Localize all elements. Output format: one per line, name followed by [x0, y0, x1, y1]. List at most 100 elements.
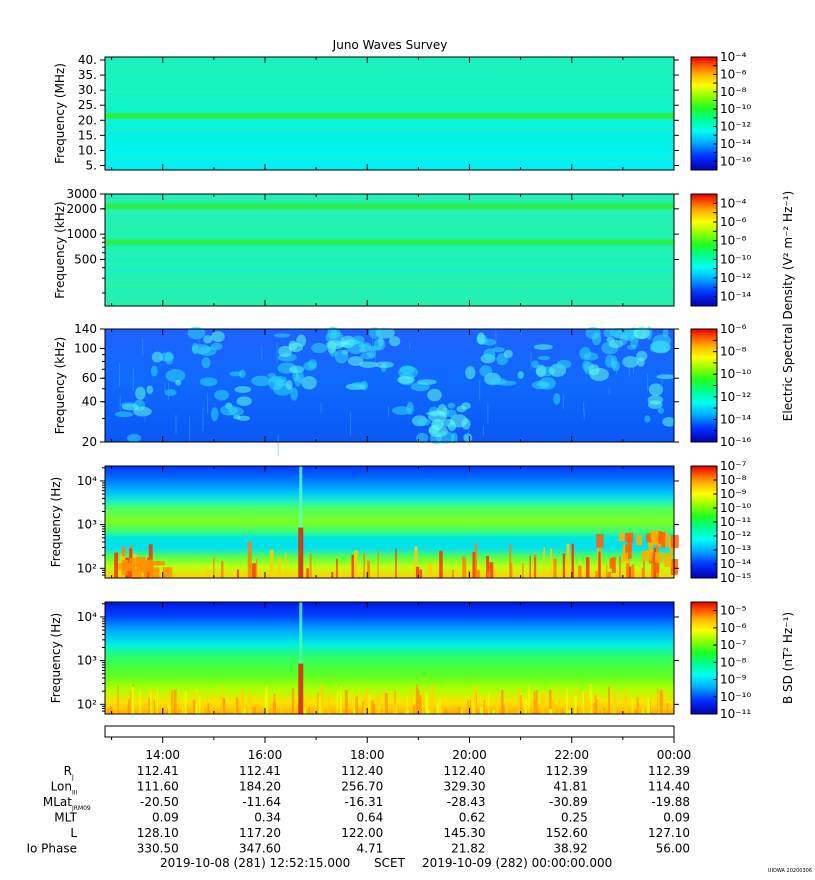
footer-end-time: 2019-10-09 (282) 00:00:00.000	[422, 856, 612, 870]
panel-frame-1	[104, 56, 675, 171]
ephemeris-label-6: Io Phase	[26, 842, 77, 856]
spectrogram-panel-4	[105, 466, 674, 578]
ephemeris-label-3: MLat	[43, 795, 72, 809]
time-tick-label-5: 22:00	[554, 748, 589, 762]
panel-frame-4	[104, 465, 675, 579]
colorbar-tick-5-2: 10⁻⁶	[720, 621, 747, 635]
ytick-label-3-2: 40	[82, 395, 97, 409]
ephemeris-value-6-4: 21.82	[451, 842, 485, 856]
ephemeris-value-5-5: 152.60	[546, 826, 588, 840]
colorbar-tick-4-2: 10⁻⁸	[720, 473, 747, 487]
ephemeris-value-6-3: 4.71	[357, 842, 384, 856]
ephemeris-value-5-6: 127.10	[648, 826, 690, 840]
ephemeris-value-2-6: 114.40	[648, 780, 690, 794]
time-axis-strip	[104, 725, 675, 738]
colorbar-tick-1-7: 10⁻¹⁶	[720, 154, 751, 168]
ephemeris-value-2-2: 184.20	[239, 780, 281, 794]
colorbar-tick-1-5: 10⁻¹²	[720, 120, 751, 134]
emission-spike-4	[299, 466, 303, 578]
ytick-label-1-7: 35.	[78, 68, 97, 82]
spectrogram-panel-2	[105, 194, 674, 306]
colorbar-tick-1-4: 10⁻¹⁰	[720, 102, 751, 116]
colorbar-tick-4-5: 10⁻¹¹	[720, 515, 751, 529]
ytick-label-1-8: 40.	[78, 53, 97, 67]
ephemeris-value-6-6: 56.00	[656, 842, 690, 856]
colorbar-tick-1-2: 10⁻⁶	[720, 67, 747, 81]
ytick-label-2-1: 500	[74, 252, 97, 266]
ephemeris-value-1-5: 112.39	[546, 764, 588, 778]
ytick-label-1-1: 5.	[86, 158, 97, 172]
panel-2	[100, 193, 718, 307]
colorbar-tick-5-3: 10⁻⁷	[720, 638, 747, 652]
ephemeris-label-5: L	[70, 826, 77, 840]
colorbar-tick-2-3: 10⁻⁸	[720, 234, 747, 248]
ytick-label-2-3: 2000	[66, 202, 97, 216]
ephemeris-value-3-5: -30.89	[549, 795, 588, 809]
ephemeris-label-1: R	[64, 764, 72, 778]
ephemeris-value-4-4: 0.62	[459, 811, 486, 825]
colorbar-tick-5-6: 10⁻¹⁰	[720, 690, 751, 704]
colorbar-tick-4-4: 10⁻¹⁰	[720, 501, 751, 515]
ytick-label-5-2: 10³	[77, 654, 97, 668]
ephemeris-value-4-3: 0.64	[357, 811, 384, 825]
ytick-label-5-1: 10²	[77, 697, 97, 711]
ytick-label-5-3: 10⁴	[77, 610, 97, 624]
ephemeris-sub-2: III	[72, 790, 78, 797]
ephemeris-label-4: MLT	[54, 811, 77, 825]
colorbar-tick-1-1: 10⁻⁴	[720, 50, 747, 64]
yaxis-label-1: Frequency (MHz)	[53, 63, 67, 164]
panel-4	[100, 465, 718, 579]
colorbar-tick-3-6: 10⁻¹⁶	[720, 435, 751, 449]
ephemeris-value-6-5: 38.92	[553, 842, 587, 856]
ephemeris-value-1-4: 112.40	[443, 764, 485, 778]
colorbar-tick-4-9: 10⁻¹⁵	[720, 571, 751, 585]
ytick-label-1-3: 15.	[78, 128, 97, 142]
colorbar-tick-5-5: 10⁻⁹	[720, 673, 747, 687]
ephemeris-value-3-3: -16.31	[345, 795, 384, 809]
colorbar-2	[690, 193, 718, 307]
yaxis-label-3: Frequency (kHz)	[53, 337, 67, 434]
colorbar-4	[690, 465, 718, 579]
ephemeris-value-2-4: 329.30	[443, 780, 485, 794]
panel-3	[100, 326, 718, 457]
colorbar-tick-2-1: 10⁻⁴	[720, 196, 747, 210]
colorbar-tick-3-5: 10⁻¹⁴	[720, 412, 751, 426]
colorbar-1	[690, 56, 718, 171]
ephemeris-value-1-3: 112.40	[341, 764, 383, 778]
emission-spike-5	[299, 602, 303, 714]
colorbar-tick-5-4: 10⁻⁸	[720, 655, 747, 669]
ephemeris-value-2-3: 256.70	[341, 780, 383, 794]
ephemeris-value-1-2: 112.41	[239, 764, 281, 778]
ephemeris-value-5-2: 117.20	[239, 826, 281, 840]
ephemeris-value-1-6: 112.39	[648, 764, 690, 778]
panel-1	[100, 56, 718, 171]
yaxis-label-5: Frequency (Hz)	[49, 613, 63, 704]
ephemeris-value-3-4: -28.43	[447, 795, 486, 809]
ephemeris-value-2-5: 41.81	[553, 780, 587, 794]
yaxis-label-2: Frequency (kHz)	[53, 201, 67, 298]
colorbar-tick-3-4: 10⁻¹²	[720, 390, 751, 404]
uiowa-stamp: UIOWA 20200306	[768, 868, 812, 874]
ephemeris-value-2-1: 111.60	[137, 780, 179, 794]
colorbar-label-magnetic: B SD (nT² Hz⁻¹)	[781, 612, 795, 704]
ytick-label-3-1: 20	[82, 435, 97, 449]
ephemeris-sub-1: J	[71, 774, 74, 781]
ytick-label-1-6: 30.	[78, 83, 97, 97]
colorbar-tick-4-1: 10⁻⁷	[720, 459, 747, 473]
ephemeris-value-6-1: 330.50	[137, 842, 179, 856]
colorbar-tick-4-8: 10⁻¹⁴	[720, 557, 751, 571]
ytick-label-3-3: 60	[82, 371, 97, 385]
ephemeris-value-1-1: 112.41	[137, 764, 179, 778]
ytick-label-3-5: 140	[74, 322, 97, 336]
ytick-label-4-1: 10²	[77, 561, 97, 575]
time-tick-label-3: 18:00	[350, 748, 385, 762]
ephemeris-value-4-1: 0.09	[152, 811, 179, 825]
ephemeris-value-4-5: 0.25	[561, 811, 588, 825]
panel-5	[100, 601, 718, 715]
spectrogram-panel-3	[105, 329, 674, 442]
colorbar-tick-3-1: 10⁻⁶	[720, 322, 747, 336]
panel-frame-2	[104, 193, 675, 307]
ephemeris-value-3-6: -19.88	[651, 795, 690, 809]
ytick-label-3-4: 100	[74, 342, 97, 356]
